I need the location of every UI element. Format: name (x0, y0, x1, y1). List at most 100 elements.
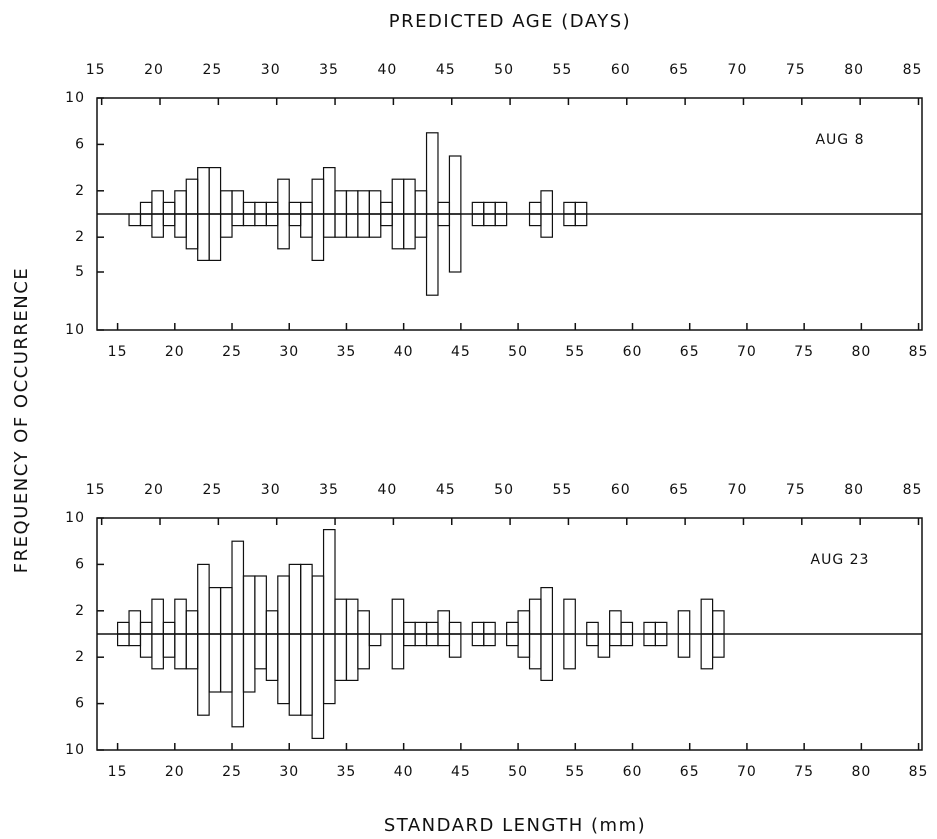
bar-below (414, 633, 428, 647)
bar-below (288, 633, 302, 716)
y-tick-label: 6 (75, 696, 85, 712)
bar-below (322, 633, 336, 705)
bar-below (586, 633, 599, 647)
bar-above (219, 586, 233, 635)
bar-below (265, 213, 279, 227)
bar-below (380, 213, 393, 227)
bar-below (277, 633, 290, 705)
bar-below (174, 633, 187, 670)
bar-above (322, 167, 336, 215)
bar-above (380, 201, 393, 215)
bar-above (174, 598, 187, 635)
x-tick-label: 70 (737, 344, 757, 360)
bar-above (185, 610, 199, 635)
x2-tick-label: 20 (144, 62, 164, 78)
bar-above (677, 610, 691, 635)
bar-below (208, 633, 222, 693)
bar-above (288, 563, 302, 635)
bar-below (677, 633, 691, 658)
bar-below (334, 633, 348, 682)
bar-below (242, 633, 256, 693)
bar-below (231, 213, 245, 227)
x2-tick-label: 75 (786, 482, 806, 498)
y-tick-label: 10 (65, 90, 85, 106)
bar-above (242, 201, 256, 215)
bar-below (357, 633, 370, 670)
bar-above (139, 621, 153, 635)
x-tick-label: 80 (851, 344, 871, 360)
bar-below (231, 633, 245, 728)
x2-tick-label: 25 (202, 62, 222, 78)
y-axis-title: FREQUENCY OF OCCURRENCE (11, 267, 32, 573)
x-tick-label: 50 (508, 764, 528, 780)
bar-below (162, 213, 176, 227)
bar-above (448, 621, 462, 635)
x2-tick-label: 70 (728, 62, 748, 78)
bar-above (414, 190, 428, 215)
x-tick-label: 25 (222, 764, 242, 780)
x-tick-label: 55 (565, 764, 585, 780)
bar-below (483, 633, 496, 647)
bar-above (254, 201, 267, 215)
y-tick-label: 6 (75, 136, 85, 152)
bar-below (448, 213, 462, 273)
bar-above (185, 178, 199, 215)
bar-above (540, 190, 554, 215)
bar-below (185, 213, 199, 250)
bar-below (219, 633, 233, 693)
bar-above (528, 201, 542, 215)
bar-below (139, 213, 153, 227)
bar-above (254, 575, 267, 635)
bar-below (357, 213, 370, 238)
x2-tick-label: 50 (494, 482, 514, 498)
bar-below (368, 213, 382, 238)
x2-tick-label: 50 (494, 62, 514, 78)
bar-below (437, 633, 451, 647)
bar-above (494, 201, 508, 215)
bar-below (540, 213, 554, 238)
bar-above (391, 178, 405, 215)
bar-below (162, 633, 176, 658)
x-tick-label: 70 (737, 764, 757, 780)
bar-below (494, 213, 508, 227)
bar-below (197, 633, 210, 716)
bar-below (712, 633, 725, 658)
x-tick-label: 80 (851, 764, 871, 780)
x-tick-label: 25 (222, 344, 242, 360)
bar-below (368, 633, 382, 647)
x-tick-label: 55 (565, 344, 585, 360)
bar-below (311, 213, 325, 262)
bar-above (197, 563, 210, 635)
bar-below (345, 633, 359, 682)
y-tick-label: 2 (75, 183, 85, 199)
bar-below (128, 213, 142, 227)
bar-above (471, 201, 485, 215)
bar-below (528, 633, 542, 670)
x-tick-label: 35 (337, 764, 357, 780)
bar-below (345, 213, 359, 238)
bar-below (597, 633, 611, 658)
bar-below (334, 213, 348, 238)
x2-tick-label: 20 (144, 482, 164, 498)
bar-below (242, 213, 256, 227)
x2-tick-label: 45 (436, 482, 456, 498)
bar-above (345, 190, 359, 215)
bar-below (563, 213, 576, 227)
x-tick-label: 30 (279, 764, 299, 780)
x-tick-label: 45 (451, 344, 471, 360)
y-tick-label: 6 (75, 556, 85, 572)
bar-below (506, 633, 519, 647)
top-axis-title: PREDICTED AGE (DAYS) (389, 11, 631, 32)
bar-below (300, 633, 313, 716)
bar-above (334, 190, 348, 215)
bar-above (586, 621, 599, 635)
x2-tick-label: 85 (903, 62, 923, 78)
bar-above (322, 528, 336, 635)
bar-above (311, 178, 325, 215)
bar-below (620, 633, 634, 647)
bar-below (425, 633, 439, 647)
bar-below (391, 633, 405, 670)
y-tick-label: 10 (65, 322, 85, 338)
bar-above (700, 598, 714, 635)
